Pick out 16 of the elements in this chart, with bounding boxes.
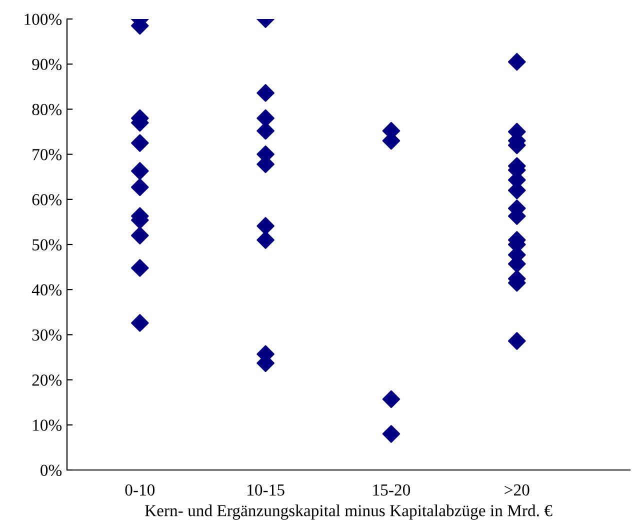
y-tick-label: 100% <box>24 14 62 25</box>
y-tick-label: 80% <box>32 104 62 116</box>
y-tick-label: 10% <box>33 420 62 431</box>
x-tick-label: 10-15 <box>248 484 284 496</box>
y-tick-label: 0% <box>40 464 62 476</box>
y-tick-label: 30% <box>32 329 62 341</box>
y-tick-label: 50% <box>32 239 62 250</box>
y-tick-label: 40% <box>32 284 62 296</box>
y-tick-label: 70% <box>32 149 62 160</box>
x-tick-label: >20 <box>504 484 530 496</box>
y-tick-label: 90% <box>32 58 62 70</box>
y-tick-label: 60% <box>32 194 62 206</box>
x-tick-label: 0-10 <box>125 484 155 496</box>
x-axis-title: Kern- und Ergänzungskapital minus Kapitalabzüge in Mrd. € <box>145 504 552 520</box>
y-tick-label: 20% <box>32 374 62 386</box>
x-tick-label: 15-20 <box>373 484 410 496</box>
